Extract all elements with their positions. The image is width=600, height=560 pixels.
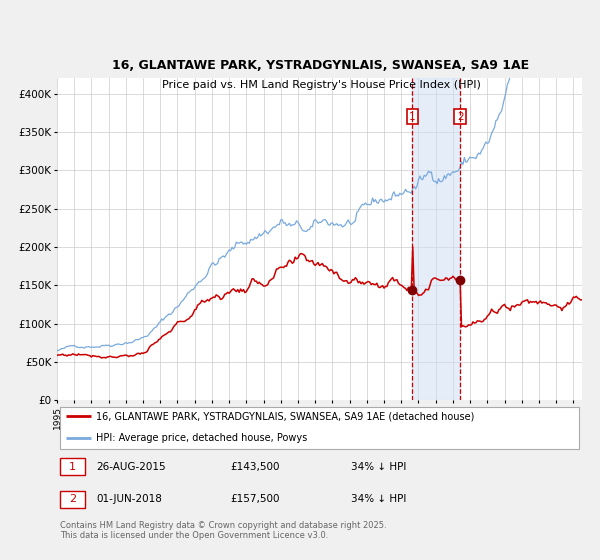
Text: 16, GLANTAWE PARK, YSTRADGYNLAIS, SWANSEA, SA9 1AE: 16, GLANTAWE PARK, YSTRADGYNLAIS, SWANSE…	[112, 59, 530, 72]
Text: 1: 1	[409, 112, 416, 122]
FancyBboxPatch shape	[59, 491, 85, 508]
FancyBboxPatch shape	[59, 458, 85, 475]
Text: 34% ↓ HPI: 34% ↓ HPI	[351, 461, 406, 472]
Text: 34% ↓ HPI: 34% ↓ HPI	[351, 494, 406, 505]
FancyBboxPatch shape	[59, 407, 580, 449]
Bar	[412, 78, 460, 400]
Text: 2: 2	[457, 112, 463, 122]
Text: 1: 1	[69, 461, 76, 472]
Text: £157,500: £157,500	[230, 494, 280, 505]
Text: 26-AUG-2015: 26-AUG-2015	[97, 461, 166, 472]
Text: HPI: Average price, detached house, Powys: HPI: Average price, detached house, Powy…	[97, 433, 308, 443]
Text: 16, GLANTAWE PARK, YSTRADGYNLAIS, SWANSEA, SA9 1AE (detached house): 16, GLANTAWE PARK, YSTRADGYNLAIS, SWANSE…	[97, 412, 475, 421]
Text: 2: 2	[68, 494, 76, 505]
Text: Price paid vs. HM Land Registry's House Price Index (HPI): Price paid vs. HM Land Registry's House …	[161, 80, 481, 90]
Text: Contains HM Land Registry data © Crown copyright and database right 2025.
This d: Contains HM Land Registry data © Crown c…	[59, 521, 386, 540]
Text: 01-JUN-2018: 01-JUN-2018	[97, 494, 162, 505]
Text: £143,500: £143,500	[230, 461, 280, 472]
